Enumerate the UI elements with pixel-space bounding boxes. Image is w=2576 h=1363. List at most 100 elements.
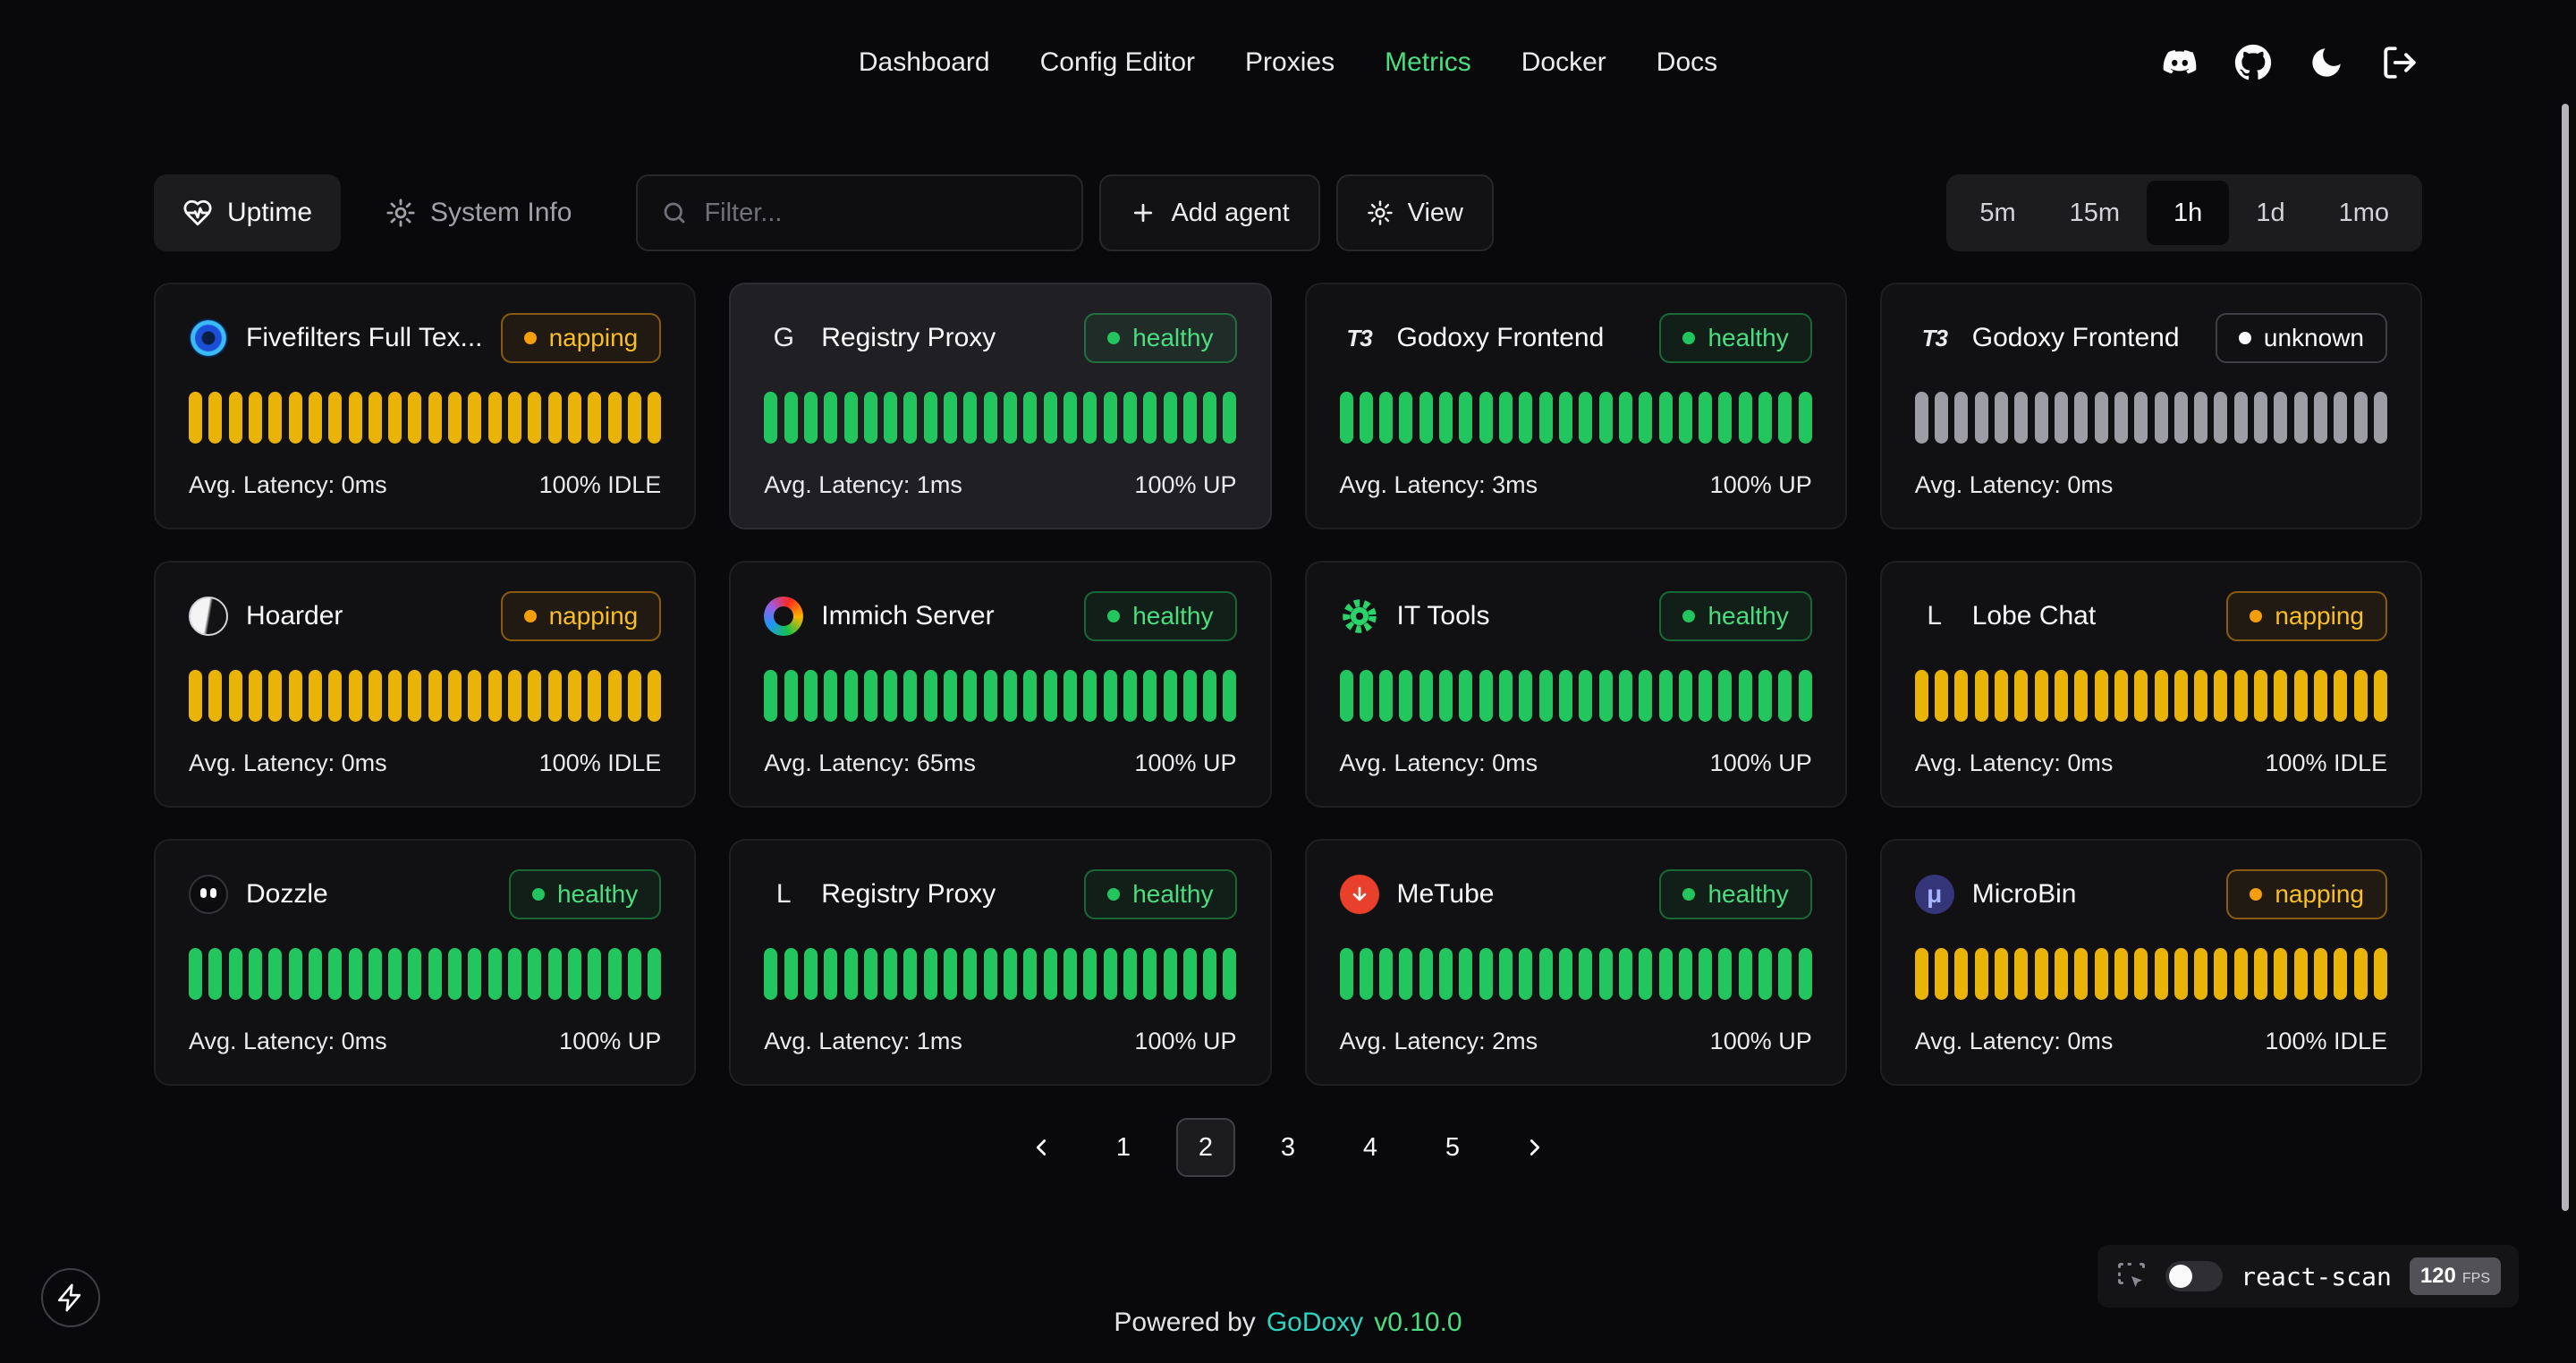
status-dot — [2250, 610, 2262, 622]
react-scan-toggle[interactable] — [2165, 1261, 2223, 1291]
uptime-bar — [328, 392, 342, 444]
service-card[interactable]: GRegistry ProxyhealthyAvg. Latency: 1ms1… — [729, 283, 1271, 529]
uptime-bar — [1954, 948, 1968, 1000]
service-card[interactable]: T3Godoxy FrontendunknownAvg. Latency: 0m… — [1880, 283, 2422, 529]
uptime-bar — [1579, 392, 1592, 444]
tab-uptime[interactable]: Uptime — [154, 174, 341, 251]
scrollbar-thumb[interactable] — [2562, 104, 2569, 1211]
filter-input[interactable] — [704, 199, 1058, 228]
godoxy-link[interactable]: GoDoxy — [1267, 1308, 1363, 1338]
service-card[interactable]: MeTubehealthyAvg. Latency: 2ms100% UP — [1305, 839, 1847, 1086]
service-card[interactable]: Immich ServerhealthyAvg. Latency: 65ms10… — [729, 561, 1271, 808]
uptime-bar — [963, 392, 977, 444]
uptime-bar — [588, 948, 601, 1000]
uptime-bar — [2134, 670, 2148, 722]
service-card[interactable]: Fivefilters Full Tex...nappingAvg. Laten… — [154, 283, 696, 529]
uptime-bar — [1519, 948, 1532, 1000]
uptime-bar — [2274, 670, 2287, 722]
prev-page-button[interactable] — [1012, 1118, 1071, 1177]
discord-icon[interactable] — [2161, 44, 2199, 81]
uptime-bar — [784, 392, 798, 444]
uptime-bar — [844, 948, 858, 1000]
uptime-bar — [388, 392, 402, 444]
logout-icon[interactable] — [2381, 44, 2419, 81]
microbin-icon: μ — [1915, 875, 1954, 914]
uptime-percent: 100% IDLE — [2265, 1028, 2387, 1055]
tab-system-info[interactable]: System Info — [357, 174, 600, 251]
uptime-bar — [2274, 392, 2287, 444]
uptime-bar — [2074, 670, 2088, 722]
page-1[interactable]: 1 — [1094, 1118, 1153, 1177]
uptime-bar — [884, 392, 897, 444]
zap-icon — [55, 1283, 86, 1313]
inspect-icon[interactable] — [2115, 1260, 2148, 1292]
uptime-bar — [1479, 948, 1493, 1000]
uptime-bar — [2334, 948, 2347, 1000]
uptime-bar — [2134, 392, 2148, 444]
service-name: MicroBin — [1972, 879, 2077, 910]
add-agent-button[interactable]: Add agent — [1099, 174, 1319, 251]
uptime-bars — [764, 670, 1236, 722]
nav-item-proxies[interactable]: Proxies — [1245, 47, 1335, 78]
uptime-bar — [1975, 948, 1988, 1000]
time-range-1d[interactable]: 1d — [2229, 181, 2311, 245]
page-3[interactable]: 3 — [1258, 1118, 1318, 1177]
uptime-bar — [1459, 392, 1472, 444]
service-card[interactable]: IT ToolshealthyAvg. Latency: 0ms100% UP — [1305, 561, 1847, 808]
uptime-bar — [289, 392, 302, 444]
nav-item-docs[interactable]: Docs — [1657, 47, 1717, 78]
top-nav: Dashboard Config Editor Proxies Metrics Dock… — [0, 0, 2576, 125]
next-page-button[interactable] — [1505, 1118, 1564, 1177]
uptime-bar — [1183, 670, 1197, 722]
time-range-selector: 5m15m1h1d1mo — [1946, 174, 2422, 251]
nav-item-config-editor[interactable]: Config Editor — [1040, 47, 1195, 78]
quick-actions-button[interactable] — [41, 1268, 100, 1327]
uptime-bar — [268, 948, 282, 1000]
nav-item-docker[interactable]: Docker — [1521, 47, 1606, 78]
nav-item-metrics[interactable]: Metrics — [1385, 47, 1471, 78]
status-badge: napping — [2226, 591, 2387, 641]
uptime-bar — [249, 392, 262, 444]
service-card[interactable]: T3Godoxy FrontendhealthyAvg. Latency: 3m… — [1305, 283, 1847, 529]
uptime-bar — [1954, 670, 1968, 722]
github-icon[interactable] — [2234, 44, 2272, 81]
fps-unit: FPS — [2462, 1271, 2490, 1287]
version-link[interactable]: v0.10.0 — [1374, 1308, 1462, 1338]
time-range-15m[interactable]: 15m — [2043, 181, 2147, 245]
time-range-5m[interactable]: 5m — [1953, 181, 2042, 245]
nav-item-dashboard[interactable]: Dashboard — [859, 47, 990, 78]
uptime-bar — [1439, 948, 1453, 1000]
uptime-bar — [349, 670, 362, 722]
card-header: LLobe Chatnapping — [1915, 591, 2387, 641]
time-range-1mo[interactable]: 1mo — [2312, 181, 2416, 245]
page-2[interactable]: 2 — [1176, 1118, 1235, 1177]
dark-mode-moon-icon[interactable] — [2308, 44, 2345, 81]
service-card[interactable]: μMicroBinnappingAvg. Latency: 0ms100% ID… — [1880, 839, 2422, 1086]
uptime-bar — [2294, 948, 2308, 1000]
view-button[interactable]: View — [1336, 174, 1494, 251]
status-label: healthy — [1707, 602, 1788, 631]
react-scan-widget: react-scan 120 FPS — [2097, 1245, 2519, 1308]
uptime-bar — [1164, 670, 1177, 722]
uptime-bar — [1360, 948, 1373, 1000]
page-5[interactable]: 5 — [1423, 1118, 1482, 1177]
status-label: napping — [2275, 602, 2364, 631]
uptime-bar — [369, 948, 382, 1000]
uptime-bar — [864, 670, 877, 722]
uptime-bar — [1659, 670, 1673, 722]
page-4[interactable]: 4 — [1341, 1118, 1400, 1177]
uptime-bar — [528, 392, 541, 444]
service-card[interactable]: LRegistry ProxyhealthyAvg. Latency: 1ms1… — [729, 839, 1271, 1086]
uptime-bar — [1223, 948, 1236, 1000]
uptime-bars — [1915, 392, 2387, 444]
uptime-bar — [1360, 392, 1373, 444]
service-name: MeTube — [1397, 879, 1495, 910]
time-range-1h[interactable]: 1h — [2147, 181, 2229, 245]
service-card[interactable]: LLobe ChatnappingAvg. Latency: 0ms100% I… — [1880, 561, 2422, 808]
status-badge: healthy — [1659, 869, 1811, 919]
uptime-bar — [1539, 392, 1553, 444]
uptime-bar — [289, 670, 302, 722]
uptime-bar — [924, 948, 937, 1000]
service-card[interactable]: HoardernappingAvg. Latency: 0ms100% IDLE — [154, 561, 696, 808]
service-card[interactable]: DozzlehealthyAvg. Latency: 0ms100% UP — [154, 839, 696, 1086]
